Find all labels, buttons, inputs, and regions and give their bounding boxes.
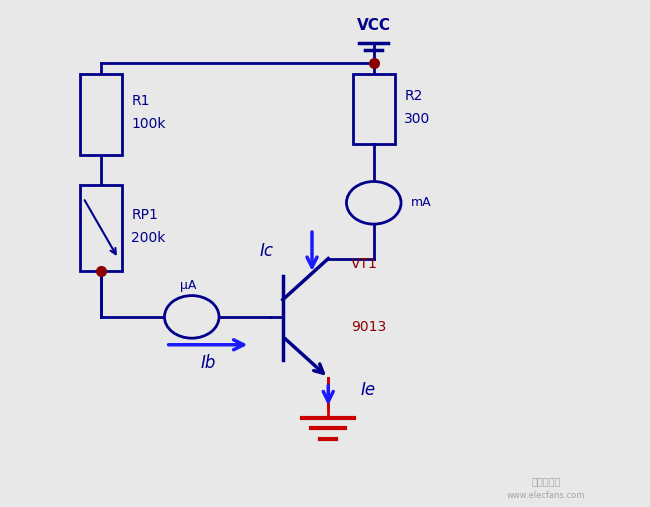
Text: 200k: 200k — [131, 231, 166, 245]
Text: R1: R1 — [131, 94, 150, 108]
Text: Ic: Ic — [259, 242, 274, 261]
Text: www.elecfans.com: www.elecfans.com — [507, 491, 585, 500]
Text: 300: 300 — [404, 112, 430, 126]
Text: mA: mA — [411, 196, 432, 209]
Bar — [80, 185, 122, 271]
Bar — [80, 74, 122, 155]
Text: Ib: Ib — [200, 353, 216, 372]
Circle shape — [346, 182, 401, 224]
Bar — [353, 74, 395, 144]
Text: VT1: VT1 — [351, 257, 378, 271]
Text: A: A — [186, 309, 198, 324]
Text: VCC: VCC — [357, 18, 391, 33]
Text: RP1: RP1 — [131, 208, 158, 223]
Text: 100k: 100k — [131, 117, 166, 131]
Text: 电子发烧友: 电子发烧友 — [531, 476, 561, 486]
Circle shape — [164, 296, 219, 338]
Text: A: A — [368, 195, 380, 210]
Text: μA: μA — [180, 278, 197, 292]
Text: Ie: Ie — [361, 381, 376, 400]
Text: 9013: 9013 — [351, 320, 386, 334]
Text: R2: R2 — [404, 89, 422, 103]
